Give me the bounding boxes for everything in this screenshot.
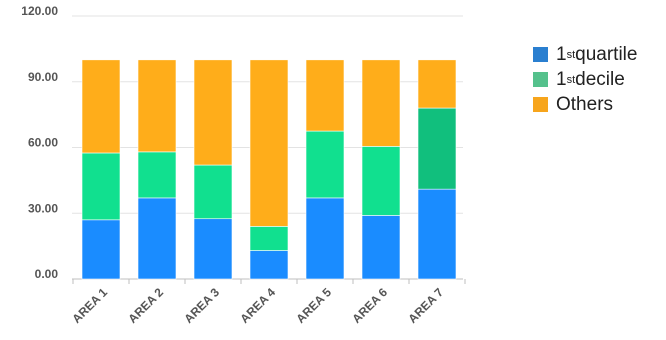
bar-area-5-1st-quartile <box>305 197 345 280</box>
bar-area-3-1st-decile <box>193 164 233 220</box>
legend-label-others: Others <box>556 93 614 115</box>
x-tick-label: AREA 7 <box>405 285 446 326</box>
bar-area-1-others <box>81 59 121 154</box>
bar-area-4-1st-decile <box>249 226 289 251</box>
y-tick-label: 0.00 <box>35 267 59 281</box>
bar-area-1-1st-decile <box>81 152 121 221</box>
bars <box>81 59 457 280</box>
x-tick-label: AREA 1 <box>69 285 110 326</box>
bar-area-2-1st-decile <box>137 151 177 199</box>
bar-area-1-1st-quartile <box>81 219 121 280</box>
y-tick-label: 60.00 <box>28 136 58 150</box>
bar-area-6-1st-quartile <box>361 215 401 280</box>
legend-label-first-quartile-base: 1 <box>556 43 567 65</box>
bar-area-5-others <box>305 59 345 132</box>
bar-area-5-1st-decile <box>305 130 345 199</box>
bar-area-7-1st-decile <box>417 107 457 190</box>
legend-label-first-decile-rest: decile <box>575 68 625 90</box>
bar-area-4-others <box>249 59 289 227</box>
x-tick-label: AREA 5 <box>293 285 334 326</box>
legend-swatch-others <box>533 97 548 112</box>
bar-area-3-others <box>193 59 233 166</box>
bar-area-7-others <box>417 59 457 109</box>
y-tick-label: 120.00 <box>21 4 58 18</box>
x-tick-label: AREA 3 <box>181 285 222 326</box>
y-tick-label: 30.00 <box>28 201 58 215</box>
legend-item-others: Others <box>533 92 637 117</box>
bar-area-6-1st-decile <box>361 146 401 216</box>
x-tick-label: AREA 6 <box>349 285 390 326</box>
bar-area-7-1st-quartile <box>417 188 457 280</box>
y-axis-ticks: 0.00 30.00 60.00 90.00 120.00 <box>21 4 58 281</box>
legend-label-first-quartile-rest: quartile <box>575 43 638 65</box>
x-tick-label: AREA 4 <box>237 285 278 326</box>
bar-area-3-1st-quartile <box>193 218 233 280</box>
legend-label-first-decile-base: 1 <box>556 68 567 90</box>
bar-area-4-1st-quartile <box>249 250 289 280</box>
bar-area-6-others <box>361 59 401 147</box>
legend-swatch-first-quartile <box>533 47 548 62</box>
x-tick-label: AREA 2 <box>125 285 166 326</box>
y-tick-label: 90.00 <box>28 70 58 84</box>
legend-swatch-first-decile <box>533 72 548 87</box>
bar-area-2-others <box>137 59 177 153</box>
bar-area-2-1st-quartile <box>137 197 177 280</box>
x-axis-ticks: AREA 1 AREA 2 AREA 3 AREA 4 AREA 5 AREA 6 AREA… <box>69 285 446 326</box>
